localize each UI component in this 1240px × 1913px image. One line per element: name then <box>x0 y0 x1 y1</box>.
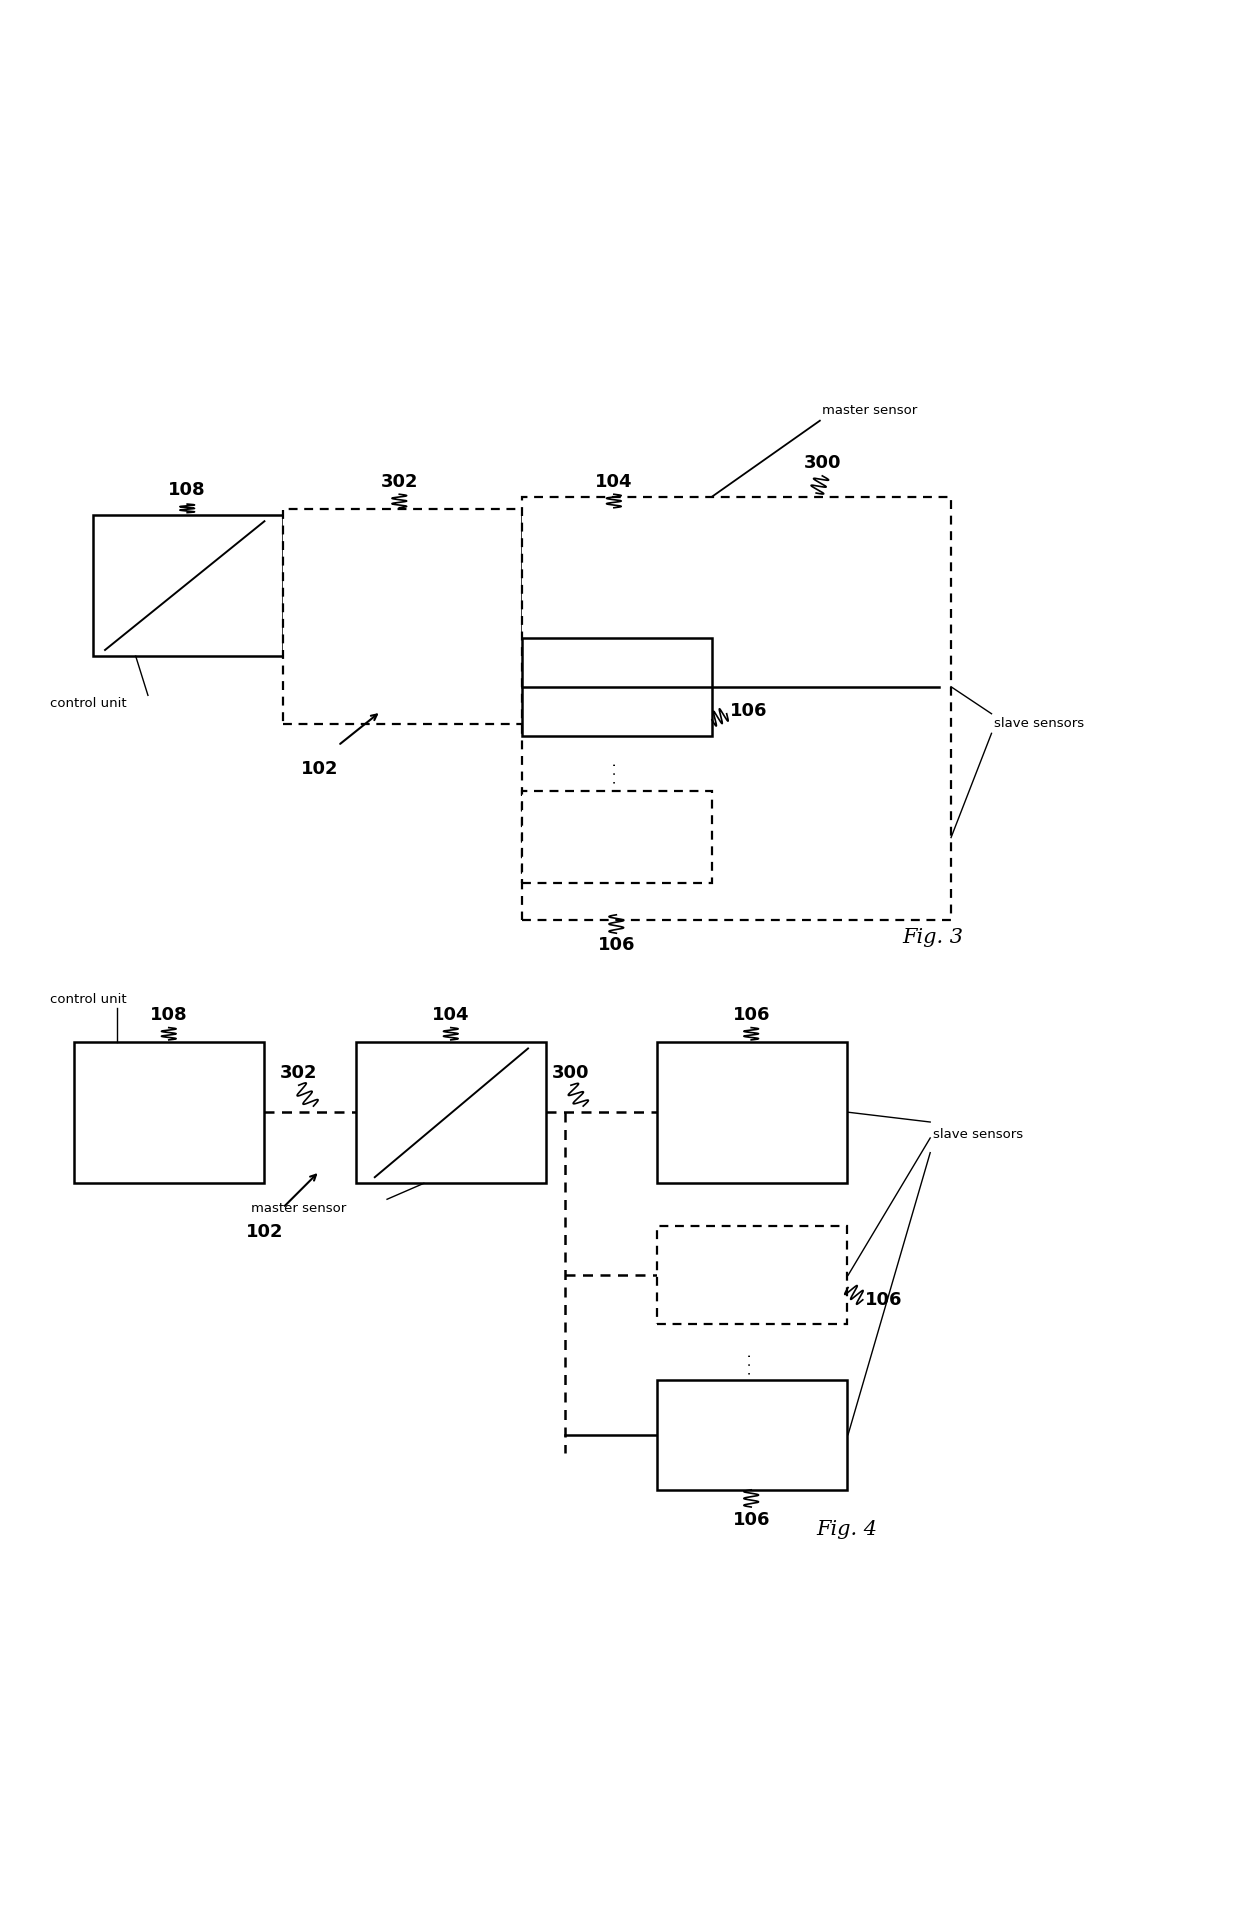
Bar <box>657 1043 847 1184</box>
Text: slave sensors: slave sensors <box>932 1129 1023 1140</box>
Text: 300: 300 <box>804 453 841 473</box>
Text: master sensor: master sensor <box>822 404 918 417</box>
Text: · · ·: · · · <box>744 1352 758 1375</box>
Bar <box>657 1379 847 1490</box>
Text: · · ·: · · · <box>609 761 624 784</box>
Bar <box>74 1043 264 1184</box>
Text: 302: 302 <box>280 1064 317 1081</box>
Text: 104: 104 <box>595 473 632 490</box>
Text: 106: 106 <box>730 702 768 721</box>
Bar <box>522 497 951 920</box>
Text: 104: 104 <box>432 1006 470 1023</box>
Bar <box>522 637 712 737</box>
Text: Fig. 4: Fig. 4 <box>816 1521 877 1538</box>
Bar <box>522 509 712 637</box>
Text: 108: 108 <box>150 1006 187 1023</box>
Bar <box>522 790 712 884</box>
Bar <box>657 1226 847 1324</box>
Text: 108: 108 <box>169 482 206 499</box>
Text: 106: 106 <box>733 1006 770 1023</box>
Text: 106: 106 <box>598 935 635 955</box>
Text: 300: 300 <box>552 1064 590 1081</box>
Text: 102: 102 <box>301 759 339 779</box>
Text: control unit: control unit <box>50 993 126 1006</box>
Text: Fig. 3: Fig. 3 <box>901 928 963 947</box>
Bar <box>356 1043 547 1184</box>
Text: 106: 106 <box>733 1511 770 1528</box>
Text: 106: 106 <box>866 1291 903 1308</box>
Text: 302: 302 <box>381 473 418 490</box>
Text: control unit: control unit <box>50 696 126 710</box>
Bar <box>283 509 945 723</box>
Bar <box>93 515 283 656</box>
Text: 102: 102 <box>246 1222 283 1240</box>
Text: slave sensors: slave sensors <box>994 717 1084 731</box>
Text: master sensor: master sensor <box>252 1201 346 1215</box>
